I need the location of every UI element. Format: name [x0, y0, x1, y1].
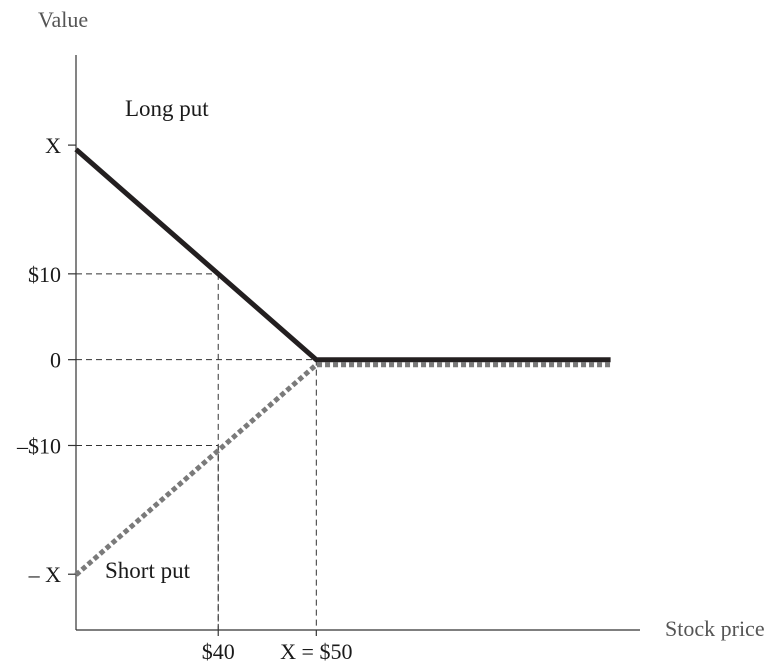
reference-lines [76, 273, 317, 630]
series-lines [74, 147, 611, 577]
long-put-label: Long put [125, 96, 209, 121]
x-axis-title: Stock price [665, 616, 765, 641]
chart-text: X $10 0 –$10 – X $40 X = $50 Value Stock price Lo… [16, 7, 765, 664]
short-put-line [74, 362, 611, 577]
y-tick-label: X [45, 133, 61, 158]
y-axis-title: Value [38, 7, 88, 32]
axes [68, 55, 640, 636]
x-tick-label: X = $50 [280, 639, 352, 664]
y-tick-label: –$10 [16, 433, 61, 458]
y-tick-label: $10 [28, 262, 61, 287]
long-put-line [74, 147, 611, 363]
short-put-label: Short put [105, 558, 191, 583]
y-tick-label: – X [28, 562, 62, 587]
y-tick-label: 0 [50, 348, 61, 373]
x-tick-label: $40 [202, 639, 235, 664]
